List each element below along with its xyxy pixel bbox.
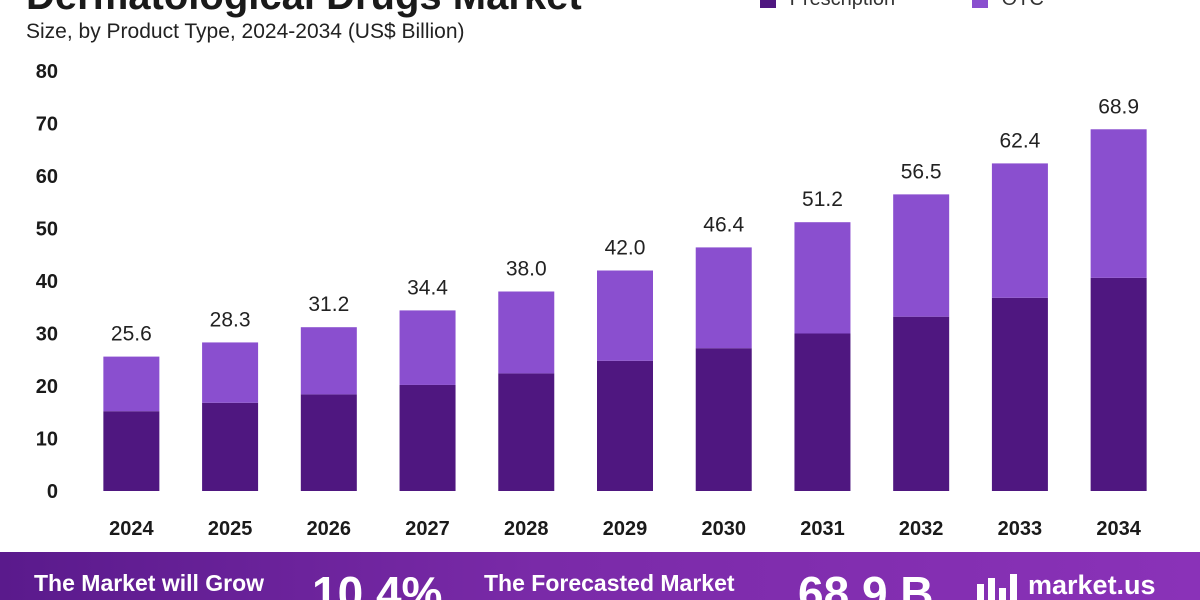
bar-prescription-2025	[202, 402, 259, 491]
x-tick-label-2029: 2029	[603, 518, 648, 540]
x-tick-label-2034: 2034	[1096, 518, 1141, 540]
bar-prescription-2029	[597, 360, 653, 491]
legend-swatch-otc	[972, 0, 988, 8]
bar-prescription-2032	[893, 316, 950, 491]
x-tick-label-2030: 2030	[701, 518, 746, 540]
footer-grow-label: The Market will Grow	[34, 570, 265, 596]
bar-otc-2024	[103, 356, 160, 412]
y-tick-label: 70	[36, 114, 58, 136]
bars-group	[103, 129, 1147, 491]
total-label-2026: 31.2	[308, 293, 349, 316]
total-label-2034: 68.9	[1098, 95, 1139, 118]
y-tick-label: 40	[36, 271, 58, 293]
total-label-2030: 46.4	[703, 213, 744, 236]
footer-banner: The Market will Grow 10.4% The Forecaste…	[0, 552, 1200, 600]
footer-forecast-label: The Forecasted Market	[484, 570, 735, 596]
bar-otc-2031	[794, 222, 851, 334]
bar-prescription-2028	[498, 373, 555, 491]
y-tick-label: 10	[36, 429, 58, 451]
bar-prescription-2033	[991, 297, 1048, 491]
x-tick-label-2024: 2024	[109, 518, 154, 540]
x-tick-label-2027: 2027	[405, 518, 450, 540]
legend-label-prescription: Prescription	[790, 0, 896, 10]
total-label-2033: 62.4	[999, 129, 1040, 152]
value-labels: 25.6 28.3 31.2 34.4 38.0 42.0 46.4 51.2 56.5 62.4…	[111, 95, 1139, 345]
y-tick-label: 80	[36, 61, 58, 83]
total-label-2028: 38.0	[506, 258, 547, 281]
bar-otc-2034	[1090, 129, 1147, 278]
y-tick-label: 30	[36, 324, 58, 346]
total-label-2031: 51.2	[802, 188, 843, 211]
y-tick-label: 60	[36, 166, 58, 188]
x-axis: 2024 2025 2026 2027 2028 2029 2030 2031 2032 2033…	[109, 518, 1142, 540]
bar-prescription-2031	[794, 333, 851, 491]
total-label-2027: 34.4	[407, 276, 448, 299]
y-tick-label: 50	[36, 219, 58, 241]
chart-subtitle: Size, by Product Type, 2024-2034 (US$ Bi…	[26, 20, 465, 43]
legend-swatch-prescription	[760, 0, 776, 8]
x-tick-label-2026: 2026	[307, 518, 352, 540]
bar-prescription-2026	[300, 394, 357, 491]
bar-otc-2033	[991, 163, 1048, 298]
bar-chart-icon	[977, 574, 1017, 600]
x-tick-label-2028: 2028	[504, 518, 549, 540]
bar-prescription-2027	[399, 384, 456, 491]
total-label-2025: 28.3	[210, 308, 251, 331]
bar-prescription-2034	[1090, 277, 1147, 491]
total-label-2029: 42.0	[605, 237, 646, 260]
bar-otc-2029	[597, 270, 653, 361]
bar-otc-2028	[498, 291, 555, 374]
x-tick-label-2031: 2031	[800, 518, 845, 540]
x-tick-label-2033: 2033	[998, 518, 1043, 540]
legend-item-prescription: Prescription	[760, 0, 895, 11]
footer-cagr: 10.4%	[312, 567, 443, 600]
bar-otc-2027	[399, 310, 456, 385]
legend-item-otc: OTC	[972, 0, 1044, 11]
bar-prescription-2030	[695, 348, 752, 491]
total-label-2024: 25.6	[111, 323, 152, 346]
bar-otc-2030	[695, 247, 752, 349]
y-tick-label: 0	[47, 481, 58, 503]
footer-brand: market.us	[1028, 570, 1156, 600]
bar-prescription-2024	[103, 411, 160, 491]
bar-otc-2026	[300, 327, 357, 395]
bar-otc-2032	[893, 194, 950, 317]
y-tick-label: 20	[36, 376, 58, 398]
legend-label-otc: OTC	[1002, 0, 1044, 10]
x-tick-label-2032: 2032	[899, 518, 944, 540]
bar-otc-2025	[202, 342, 259, 403]
footer-forecast-value: 68.9 B	[798, 567, 934, 600]
x-tick-label-2025: 2025	[208, 518, 253, 540]
chart-title: Dermatological Drugs Market	[26, 0, 582, 19]
total-label-2032: 56.5	[901, 160, 942, 183]
y-axis: 0 10 20 30 40 50 60 70 80	[36, 61, 58, 503]
